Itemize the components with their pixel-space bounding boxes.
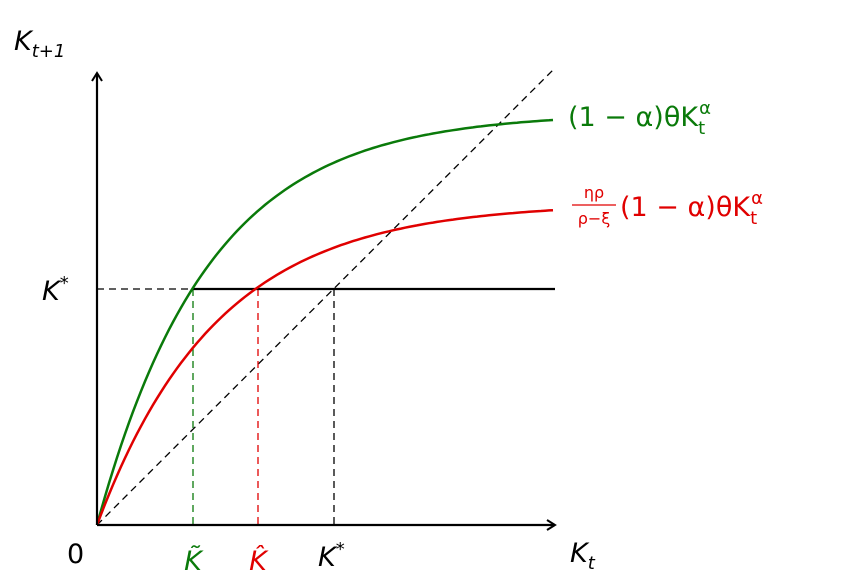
y-tick-label: K* bbox=[42, 273, 69, 307]
fraction-denominator: ρ−ξ bbox=[578, 209, 611, 228]
fraction-numerator: ηρ bbox=[584, 183, 604, 202]
green-curve-label: (1 − α)θKtα bbox=[568, 98, 711, 139]
x-tick-label: K̃ bbox=[184, 545, 204, 577]
green-curve bbox=[95, 118, 554, 526]
red-curve bbox=[95, 208, 554, 526]
diagonal bbox=[96, 67, 556, 526]
y-axis-label: Kt+1 bbox=[14, 26, 65, 62]
x-tick-label: K̂ bbox=[249, 545, 269, 577]
x-axis-label: Kt bbox=[570, 538, 596, 574]
x-tick-label: K* bbox=[318, 539, 345, 573]
origin-label: 0 bbox=[67, 539, 84, 570]
red-curve-label: (1 − α)θKtα bbox=[620, 188, 763, 229]
